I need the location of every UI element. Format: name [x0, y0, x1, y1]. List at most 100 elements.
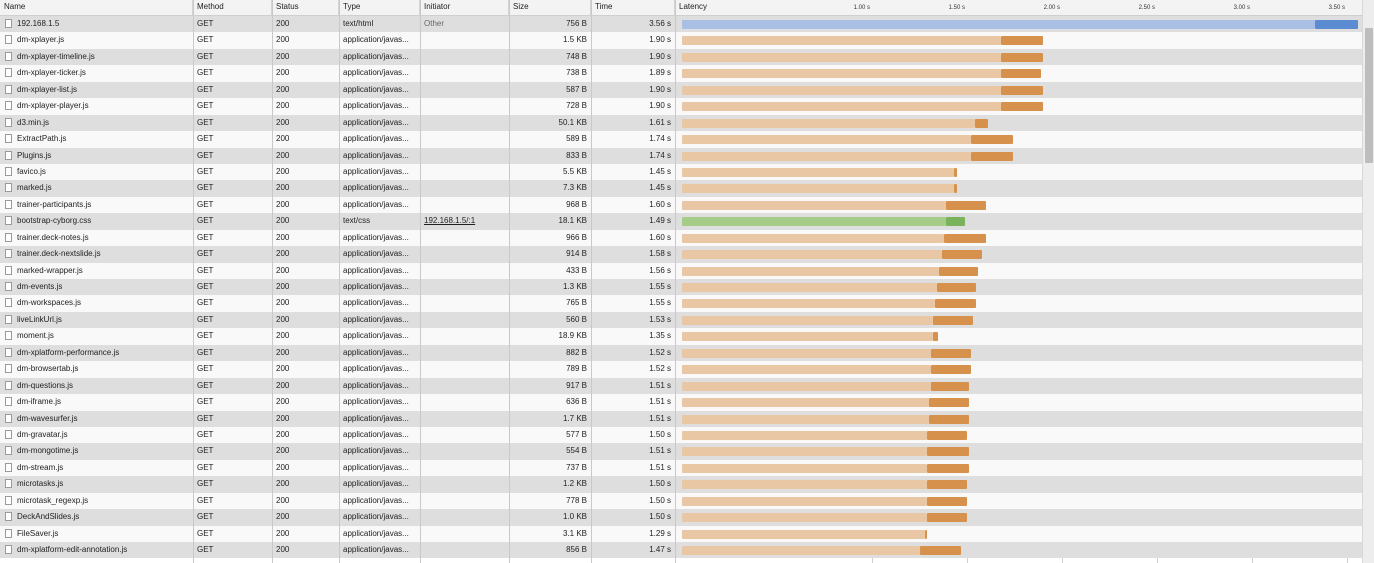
cell-name[interactable]: bootstrap-cyborg.css [0, 213, 193, 229]
table-row[interactable]: microtasks.js GET 200 application/javas... 1… [0, 476, 1362, 493]
download-bar[interactable] [932, 315, 973, 325]
cell-name[interactable]: dm-iframe.js [0, 394, 193, 410]
cell-name[interactable]: dm-wavesurfer.js [0, 411, 193, 427]
download-bar[interactable] [929, 398, 969, 408]
table-row[interactable]: dm-xplayer-ticker.js GET 200 application/ja… [0, 65, 1362, 82]
cell-name[interactable]: marked-wrapper.js [0, 263, 193, 279]
column-header-time[interactable]: Time [591, 0, 675, 15]
latency-bar[interactable] [682, 513, 928, 523]
download-bar[interactable] [927, 463, 969, 473]
column-divider[interactable] [509, 0, 510, 563]
cell-name[interactable]: dm-xplatform-performance.js [0, 345, 193, 361]
table-row[interactable]: dm-events.js GET 200 application/javas... 1.… [0, 279, 1362, 296]
table-row[interactable]: DeckAndSlides.js GET 200 application/javas.… [0, 509, 1362, 526]
table-row[interactable]: dm-browsertab.js GET 200 application/javas.… [0, 361, 1362, 378]
latency-bar[interactable] [682, 266, 939, 276]
latency-bar[interactable] [682, 52, 1002, 62]
latency-bar[interactable] [682, 217, 947, 227]
table-row[interactable]: Plugins.js GET 200 application/javas... 833 … [0, 147, 1362, 164]
latency-bar[interactable] [682, 85, 1002, 95]
latency-bar[interactable] [682, 365, 931, 375]
cell-name[interactable]: marked.js [0, 180, 193, 196]
table-row[interactable]: dm-questions.js GET 200 application/javas..… [0, 377, 1362, 395]
latency-bar[interactable] [682, 151, 971, 161]
cell-name[interactable]: trainer-participants.js [0, 197, 193, 213]
latency-bar[interactable] [682, 430, 928, 440]
download-bar[interactable] [946, 200, 986, 210]
latency-bar[interactable] [682, 332, 933, 342]
cell-name[interactable]: trainer.deck-notes.js [0, 230, 193, 246]
column-header-type[interactable]: Type [339, 0, 420, 15]
table-row[interactable]: trainer.deck-notes.js GET 200 application/j… [0, 229, 1362, 247]
table-row[interactable]: dm-xplayer-player.js GET 200 application/ja… [0, 98, 1362, 115]
table-row[interactable]: 192.168.1.5 GET 200 text/html Other 756 B 3.56… [0, 16, 1362, 33]
cell-name[interactable]: dm-stream.js [0, 460, 193, 476]
table-row[interactable]: d3.min.js GET 200 application/javas... 50.1 … [0, 114, 1362, 132]
column-divider[interactable] [272, 0, 273, 563]
download-bar[interactable] [930, 365, 971, 375]
table-row[interactable]: dm-xplayer-timeline.js GET 200 application/… [0, 48, 1362, 66]
download-bar[interactable] [953, 184, 958, 194]
download-bar[interactable] [932, 332, 939, 342]
table-row[interactable]: dm-wavesurfer.js GET 200 application/javas.… [0, 410, 1362, 427]
table-row[interactable]: dm-workspaces.js GET 200 application/javas.… [0, 295, 1362, 312]
column-header-name[interactable]: Name [0, 0, 193, 15]
latency-bar[interactable] [682, 381, 931, 391]
latency-bar[interactable] [682, 184, 954, 194]
download-bar[interactable] [974, 118, 988, 128]
latency-bar[interactable] [682, 546, 920, 555]
latency-bar[interactable] [682, 315, 933, 325]
column-divider[interactable] [675, 0, 676, 563]
cell-name[interactable]: dm-mongotime.js [0, 443, 193, 459]
latency-bar[interactable] [682, 102, 1002, 112]
table-row[interactable]: dm-mongotime.js GET 200 application/javas..… [0, 443, 1362, 460]
latency-bar[interactable] [682, 69, 1002, 79]
latency-bar[interactable] [682, 529, 926, 539]
download-bar[interactable] [944, 233, 986, 243]
download-bar[interactable] [930, 381, 969, 391]
table-row[interactable]: dm-xplayer.js GET 200 application/javas... 1… [0, 32, 1362, 49]
table-row[interactable]: trainer.deck-nextslide.js GET 200 applicati… [0, 246, 1362, 263]
download-bar[interactable] [1314, 20, 1359, 29]
column-header-size[interactable]: Size [509, 0, 591, 15]
download-bar[interactable] [927, 430, 967, 440]
cell-name[interactable]: microtasks.js [0, 476, 193, 492]
table-row[interactable]: dm-stream.js GET 200 application/javas... 73… [0, 459, 1362, 477]
latency-bar[interactable] [682, 167, 954, 177]
table-row[interactable]: dm-xplayer-list.js GET 200 application/java… [0, 81, 1362, 99]
download-bar[interactable] [929, 414, 969, 424]
cell-name[interactable]: liveLinkUrl.js [0, 312, 193, 328]
cell-name[interactable]: dm-gravatar.js [0, 427, 193, 443]
table-row[interactable]: moment.js GET 200 application/javas... 18.9 … [0, 328, 1362, 345]
download-bar[interactable] [970, 151, 1013, 161]
table-row[interactable]: trainer-participants.js GET 200 application… [0, 196, 1362, 214]
table-row[interactable]: marked.js GET 200 application/javas... 7.3 K… [0, 180, 1362, 197]
latency-bar[interactable] [682, 398, 929, 408]
column-header-initiator[interactable]: Initiator [420, 0, 509, 15]
initiator-link[interactable]: 192.168.1.5/:1 [424, 216, 476, 226]
download-bar[interactable] [1001, 52, 1043, 62]
table-row[interactable]: microtask_regexp.js GET 200 application/jav… [0, 492, 1362, 510]
table-row[interactable]: dm-gravatar.js GET 200 application/javas...… [0, 426, 1362, 444]
cell-name[interactable]: dm-events.js [0, 279, 193, 295]
cell-name[interactable]: DeckAndSlides.js [0, 509, 193, 525]
column-header-method[interactable]: Method [193, 0, 272, 15]
column-header-status[interactable]: Status [272, 0, 339, 15]
cell-name[interactable]: dm-xplayer.js [0, 32, 193, 48]
download-bar[interactable] [930, 348, 971, 358]
table-row[interactable]: marked-wrapper.js GET 200 application/javas… [0, 262, 1362, 279]
cell-name[interactable]: dm-xplayer-ticker.js [0, 65, 193, 81]
latency-bar[interactable] [682, 496, 928, 506]
vertical-scrollbar[interactable] [1362, 0, 1374, 563]
scrollbar-thumb[interactable] [1365, 28, 1373, 163]
table-row[interactable]: dm-xplatform-performance.js GET 200 applica… [0, 344, 1362, 362]
column-divider[interactable] [420, 0, 421, 563]
cell-name[interactable]: dm-workspaces.js [0, 295, 193, 311]
latency-bar[interactable] [682, 348, 931, 358]
cell-name[interactable]: dm-xplayer-player.js [0, 98, 193, 114]
cell-name[interactable]: ExtractPath.js [0, 131, 193, 147]
cell-name[interactable]: 192.168.1.5 [0, 16, 193, 32]
latency-bar[interactable] [682, 200, 947, 210]
download-bar[interactable] [953, 167, 958, 177]
latency-bar[interactable] [682, 480, 928, 490]
